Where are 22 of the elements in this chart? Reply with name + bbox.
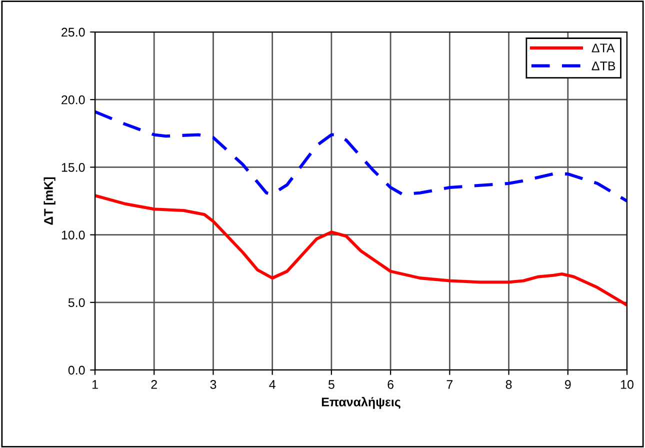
x-tick-label: 8 [506,380,512,389]
y-tick-label: 20.0 [62,95,85,104]
line-series [95,110,627,203]
x-tick-label: 1 [92,380,98,389]
y-tick-label: 5.0 [68,298,85,308]
y-tick-label: 10.0 [62,230,85,240]
y-tick-label: 15.0 [62,163,85,172]
legend-label: ΔTB [592,62,616,70]
x-tick-label: 2 [151,380,157,389]
x-tick-label: 4 [269,380,276,389]
x-tick-label: 5 [328,380,334,389]
y-axis-title: ΔT [mK] [44,177,56,225]
x-tick-label: 10 [621,380,634,389]
line-series [95,194,627,307]
legend-label: ΔTA [592,44,615,52]
x-tick-label: 6 [388,380,394,389]
y-tick-label: 25.0 [62,28,85,37]
x-axis-title: Επαναλήψεις [322,396,400,409]
x-tick-label: 9 [565,380,571,389]
x-tick-label: 3 [210,380,216,389]
x-tick-label: 7 [446,380,453,389]
y-tick-label: 0.0 [68,366,85,375]
